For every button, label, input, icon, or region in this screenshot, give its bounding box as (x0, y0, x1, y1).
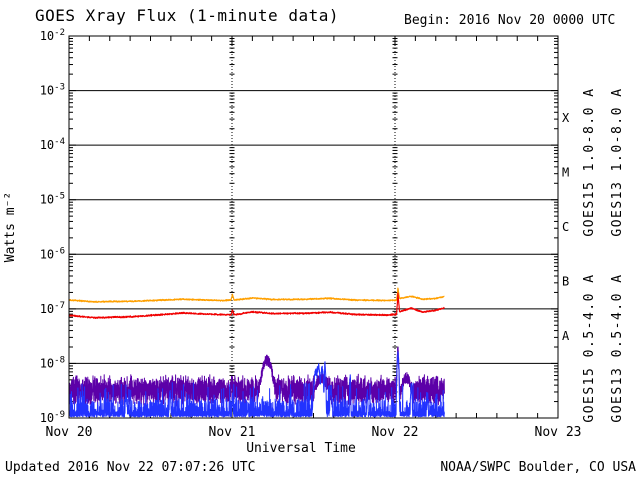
legend-label: GOES13 1.0-8.0 A (610, 87, 625, 236)
x-axis-label: Universal Time (246, 441, 356, 456)
flare-class-label: X (562, 111, 570, 125)
x-tick-label: Nov 23 (535, 425, 582, 440)
y-tick-label: 10-2 (40, 28, 65, 43)
y-tick-label: 10-4 (40, 137, 65, 152)
y-tick-label: 10-9 (40, 410, 65, 425)
series-goes13-0-5-4-0-a (68, 346, 445, 407)
y-tick-label: 10-8 (40, 355, 65, 370)
plot-frame (68, 35, 559, 419)
y-tick-label: 10-5 (40, 192, 65, 207)
series-goes15-0-5-4-0-a (68, 351, 445, 418)
begin-label: Begin: 2016 Nov 20 0000 UTC (404, 13, 615, 28)
x-tick-label: Nov 20 (46, 425, 93, 440)
flare-class-label: C (562, 220, 569, 234)
chart-title: GOES Xray Flux (1-minute data) (35, 6, 339, 25)
flare-class-label: A (562, 329, 570, 343)
updated-timestamp: Updated 2016 Nov 22 07:07:26 UTC (5, 460, 255, 475)
y-tick-label: 10-6 (40, 246, 65, 261)
legend-label: GOES15 0.5-4.0 A (582, 273, 597, 422)
x-tick-label: Nov 21 (209, 425, 256, 440)
legend-label: GOES13 0.5-4.0 A (610, 273, 625, 422)
y-axis-label: Watts m⁻² (3, 192, 18, 262)
flare-class-label: M (562, 165, 569, 179)
source-credit: NOAA/SWPC Boulder, CO USA (440, 460, 636, 475)
y-tick-label: 10-3 (40, 83, 65, 98)
y-tick-label: 10-7 (40, 301, 65, 316)
x-tick-label: Nov 22 (372, 425, 419, 440)
flare-class-label: B (562, 275, 569, 289)
series-goes15-1-0-8-0-a (68, 292, 445, 319)
legend-label: GOES15 1.0-8.0 A (582, 87, 597, 236)
series-goes13-1-0-8-0-a (68, 287, 445, 303)
